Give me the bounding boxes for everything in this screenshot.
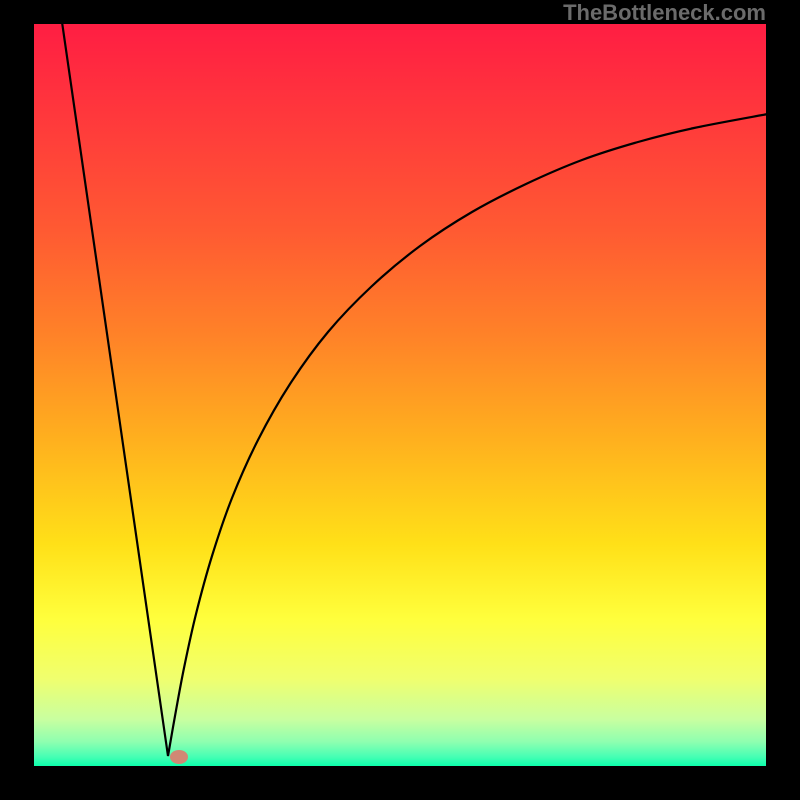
bottleneck-chart [0, 0, 800, 800]
plot-background-gradient [32, 22, 768, 768]
chart-container: TheBottleneck.com [0, 0, 800, 800]
optimal-point-marker [170, 750, 188, 764]
watermark-text: TheBottleneck.com [563, 0, 766, 26]
